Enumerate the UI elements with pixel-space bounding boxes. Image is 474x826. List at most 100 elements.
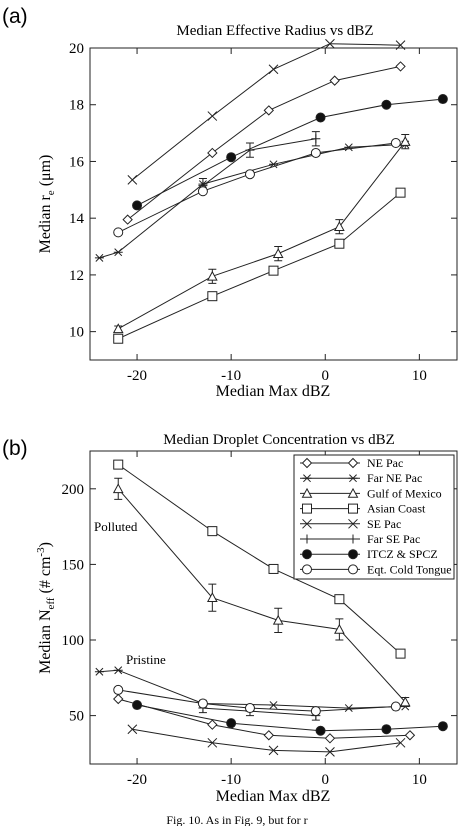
panel-a-point-asterisk — [269, 160, 278, 169]
panel-a-point-triangle — [399, 136, 411, 146]
panel-b-xtick-label: -20 — [127, 772, 147, 788]
panel-a-xtick-label: 0 — [322, 368, 330, 384]
panel-b-ytick-label: 50 — [69, 709, 84, 725]
panel-a-point-asterisk — [113, 248, 123, 257]
legend-marker-diamond — [347, 457, 359, 469]
panel-b-xtick-label: 10 — [412, 772, 427, 788]
panel-a-ytick-label: 12 — [69, 268, 84, 284]
panel-b-point-filled-circle — [226, 718, 237, 729]
legend-entry-label: ITCZ & SPCZ — [367, 547, 438, 561]
panel-a-point-square — [395, 187, 406, 198]
panel-b-point-x — [325, 747, 335, 757]
legend-marker-square — [302, 503, 312, 514]
annotation-pristine: Pristine — [126, 652, 166, 667]
panel-b-frame — [89, 450, 458, 765]
panel-b-point-circle — [197, 698, 208, 709]
panel-a-point-circle — [244, 169, 255, 180]
panel-b-point-x — [268, 745, 279, 756]
panel-b-ytick-label: 100 — [62, 633, 85, 649]
panel-a-point-circle — [113, 227, 124, 238]
panel-a-point-diamond — [207, 147, 218, 159]
panel-a-point-plus — [311, 134, 321, 144]
panel-b-point-square — [395, 648, 406, 659]
panel-b-ylabel-sub: eff — [45, 597, 57, 609]
panel-a-point-filled-circle — [437, 94, 448, 105]
legend-marker-filled-circle — [348, 549, 358, 560]
legend-marker-diamond — [301, 457, 313, 469]
legend-entry-label: Gulf of Mexico — [367, 486, 442, 500]
panel-a-point-triangle — [334, 221, 345, 232]
panel-b-point-diamond — [113, 693, 124, 705]
panel-b-point-diamond — [207, 719, 218, 730]
panel-b-ylabel: Median Neff (# cm-3) — [35, 542, 57, 674]
panel-b-xtick-label: 0 — [322, 772, 330, 788]
panel-a-point-triangle — [272, 248, 284, 258]
panel-b-point-triangle — [334, 623, 345, 634]
panel-a-ytick-label: 10 — [69, 325, 84, 341]
legend-entry-label: SE Pac — [367, 517, 401, 531]
panel-b-ylabel-unit: (# cm — [37, 556, 54, 597]
panel-b-plot: -20 -10 0 10 50 100 150 200 — [62, 451, 457, 788]
panel-b-point-circle — [390, 701, 401, 712]
panel-b-point-triangle — [206, 592, 218, 602]
panel-b-point-asterisk — [113, 666, 123, 675]
panel-b-point-square — [207, 526, 218, 537]
panel-a-point-x — [395, 40, 406, 51]
panel-b-point-triangle — [112, 483, 124, 494]
panel-a-point-circle — [390, 138, 401, 149]
panel-b-label: (b) — [2, 437, 28, 460]
panel-b-point-square — [334, 594, 345, 605]
panel-a-series-asterisk-line — [99, 143, 406, 259]
panel-a-point-asterisk — [344, 143, 354, 152]
legend-marker-x — [348, 518, 358, 529]
panel-a-point-filled-circle — [226, 152, 237, 163]
panel-a-series-plus-line — [202, 138, 316, 186]
panel-b-series-plus-line — [202, 707, 316, 717]
panel-b-point-circle — [113, 684, 124, 695]
panel-b-xtick-label: -10 — [221, 772, 241, 788]
panel-b-point-triangle — [272, 614, 284, 625]
panel-a-point-x — [207, 111, 218, 121]
panel-b-xlabel: Median Max dBZ — [216, 788, 331, 805]
panel-a-title: Median Effective Radius vs dBZ — [176, 23, 373, 39]
panel-a-point-filled-circle — [132, 200, 143, 211]
panel-a-xtick-label: -20 — [127, 368, 147, 384]
panel-a-ylabel-unit: (μm) — [37, 155, 54, 191]
panel-b-point-square — [268, 563, 279, 574]
panel-b-point-diamond — [404, 730, 416, 741]
panel-b-point-filled-circle — [315, 725, 326, 736]
panel-a-xlabel: Median Max dBZ — [216, 383, 331, 400]
panel-a-point-triangle — [206, 270, 218, 281]
panel-a-ylabel: Median re (μm) — [37, 155, 57, 254]
legend-marker-triangle — [347, 487, 359, 498]
panel-a-point-square — [268, 265, 279, 276]
panel-a-point-diamond — [395, 61, 406, 72]
panel-a-point-square — [207, 291, 218, 302]
panel-a-point-asterisk — [94, 253, 104, 262]
panel-b-ylabel-main: Median N — [37, 609, 54, 674]
panel-b-point-filled-circle — [132, 700, 143, 711]
panel-a-ylabel-main: Median r — [37, 195, 54, 254]
legend-marker-asterisk — [302, 474, 312, 483]
panel-b-point-asterisk — [269, 701, 278, 709]
legend-marker-plus — [348, 534, 358, 544]
legend-marker-asterisk — [348, 474, 358, 483]
panel-a-frame — [89, 47, 458, 361]
panel-b-point-diamond — [263, 730, 275, 741]
legend-entry-label: Eqt. Cold Tongue — [367, 562, 452, 576]
legend-marker-plus — [302, 534, 312, 544]
legend-box — [293, 454, 455, 580]
legend-marker-circle — [302, 564, 312, 575]
figure-caption: Fig. 10. As in Fig. 9, but for r — [166, 813, 307, 826]
panel-b-point-asterisk — [94, 667, 104, 676]
panel-b-point-circle — [244, 703, 255, 714]
panel-a-ytick-label: 20 — [69, 41, 84, 57]
panel-b-series-asterisk-line — [99, 669, 406, 709]
panel-a-point-circle — [197, 186, 208, 197]
panel-a-ytick-label: 16 — [69, 154, 85, 170]
panel-a-point-x — [268, 64, 279, 75]
legend-marker-x — [302, 518, 312, 529]
panel-b-ytick-label: 200 — [62, 482, 85, 498]
panel-b-title: Median Droplet Concentration vs dBZ — [163, 432, 395, 448]
legend-marker-filled-circle — [302, 549, 312, 560]
